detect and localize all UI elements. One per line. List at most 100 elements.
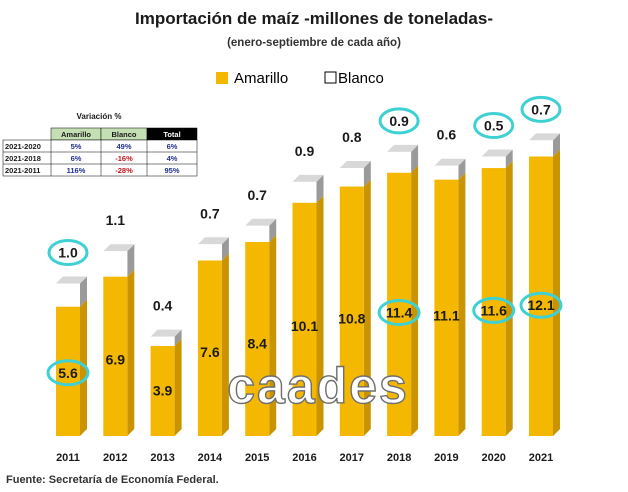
legend: Amarillo Blanco	[216, 70, 384, 87]
variation-cell-amarillo: 116%	[67, 166, 86, 175]
data-label-blanco: 0.7	[531, 101, 551, 117]
variation-row-label: 2021-2020	[5, 142, 41, 151]
x-tick-label: 2014	[198, 452, 223, 464]
x-tick-label: 2019	[434, 452, 458, 464]
data-label-blanco: 0.4	[153, 298, 173, 314]
bar-blanco-side	[553, 133, 560, 157]
data-label-blanco: 0.9	[389, 113, 409, 129]
bar-amarillo	[387, 172, 412, 436]
x-tick-label: 2017	[340, 452, 364, 464]
legend-swatch-blanco	[324, 71, 337, 84]
bar-amarillo	[245, 241, 270, 436]
bar-blanco-top	[245, 218, 277, 226]
data-label-amarillo: 10.8	[338, 311, 365, 327]
bar-amarillo	[339, 186, 364, 436]
bar-blanco-side	[221, 237, 229, 261]
chart-title: Importación de maíz -millones de tonelad…	[135, 9, 493, 28]
bar-blanco-side	[411, 144, 419, 173]
bar-blanco-top	[529, 133, 560, 141]
data-label-amarillo: 5.6	[58, 365, 78, 381]
x-tick-label: 2013	[150, 452, 174, 464]
bar-blanco	[339, 168, 364, 187]
x-tick-label: 2016	[292, 452, 316, 464]
data-label-blanco: 1.0	[58, 245, 78, 261]
bar-blanco-side	[174, 329, 182, 346]
bar-blanco-top	[197, 237, 229, 245]
data-label-amarillo: 3.9	[153, 382, 173, 398]
highlight-ring-blanco	[378, 107, 420, 135]
bar-blanco	[56, 283, 80, 307]
bar-blanco-side	[80, 276, 87, 307]
legend-label-blanco: Blanco	[338, 70, 384, 87]
bar-amarillo	[103, 276, 128, 436]
data-label-amarillo: 8.4	[247, 336, 267, 352]
bar-amarillo-side	[458, 172, 466, 436]
bar-amarillo	[292, 202, 317, 436]
data-label-blanco: 1.1	[106, 212, 126, 228]
data-label-amarillo: 11.1	[433, 308, 460, 324]
data-label-amarillo: 10.1	[291, 318, 318, 334]
data-label-amarillo: 11.6	[480, 302, 507, 318]
bar-amarillo-side	[505, 161, 513, 437]
legend-swatch-amarillo	[216, 72, 228, 84]
variation-row-label: 2021-2011	[5, 166, 40, 175]
highlight-ring-amarillo	[377, 298, 421, 326]
bar-blanco	[103, 251, 128, 277]
bar-blanco-side	[269, 218, 277, 242]
watermark-logo: caades	[227, 358, 409, 414]
bar-blanco	[245, 225, 270, 242]
data-label-amarillo: 12.1	[527, 297, 554, 313]
variation-table-header-total: Total	[163, 130, 180, 139]
data-label-blanco: 0.7	[247, 187, 267, 203]
variation-cell-blanco: 49%	[116, 142, 131, 151]
bar-amarillo-side	[553, 149, 560, 437]
x-tick-label: 2012	[103, 452, 127, 464]
x-tick-label: 2020	[481, 452, 505, 464]
bar-blanco	[292, 181, 317, 203]
bar-blanco-side	[127, 244, 135, 277]
highlight-ring-blanco	[473, 111, 515, 139]
data-label-amarillo: 7.6	[200, 344, 220, 360]
data-label-blanco: 0.5	[484, 117, 504, 133]
x-tick-label: 2011	[56, 452, 80, 464]
data-label-blanco: 0.6	[437, 127, 457, 143]
bar-amarillo	[434, 179, 459, 436]
bar-amarillo-side	[221, 253, 229, 436]
variation-cell-total: 4%	[167, 154, 178, 163]
variation-cell-amarillo: 6%	[71, 154, 82, 163]
bar-amarillo	[529, 156, 553, 437]
bar-blanco	[481, 156, 506, 169]
bar-blanco-top	[434, 158, 466, 166]
data-label-blanco: 0.8	[342, 129, 362, 145]
chart-subtitle: (enero-septiembre de cada año)	[227, 37, 401, 49]
bar-blanco-top	[56, 276, 87, 284]
bar-amarillo	[197, 260, 222, 436]
bar-blanco-side	[505, 149, 513, 169]
highlight-ring-amarillo	[472, 296, 516, 324]
bar-blanco-top	[103, 244, 135, 252]
highlight-ring-amarillo	[46, 359, 90, 387]
data-label-blanco: 0.9	[295, 143, 315, 159]
bar-blanco-side	[316, 174, 324, 203]
variation-table-header-amarillo: Amarillo	[61, 130, 91, 139]
bar-amarillo	[56, 306, 80, 436]
variation-row-label: 2021-2018	[5, 154, 41, 163]
x-tick-label: 2021	[529, 452, 553, 464]
legend-label-amarillo: Amarillo	[234, 70, 288, 87]
bar-blanco-top	[150, 329, 182, 337]
bar-amarillo-side	[80, 299, 87, 436]
bar-blanco-top	[292, 174, 324, 182]
variation-table-caption: Variación %	[77, 112, 122, 121]
highlight-ring-blanco	[520, 95, 562, 123]
variation-table: Variación % Amarillo Blanco Total 2021-2…	[2, 112, 198, 177]
bar-blanco	[150, 336, 175, 346]
variation-table-header-blanco: Blanco	[111, 130, 136, 139]
bar-blanco-side	[363, 161, 371, 187]
x-tick-label: 2015	[245, 452, 269, 464]
bars-layer: 5.6 1.0 2011 6.9 1.1 2012 3.9 0.4 2013 7.6 0.7 2014…	[46, 95, 563, 464]
x-tick-label: 2018	[387, 452, 411, 464]
bar-blanco-top	[339, 161, 371, 169]
variation-cell-total: 95%	[164, 166, 179, 175]
data-label-blanco: 0.7	[200, 205, 220, 221]
variation-cell-total: 6%	[167, 142, 178, 151]
